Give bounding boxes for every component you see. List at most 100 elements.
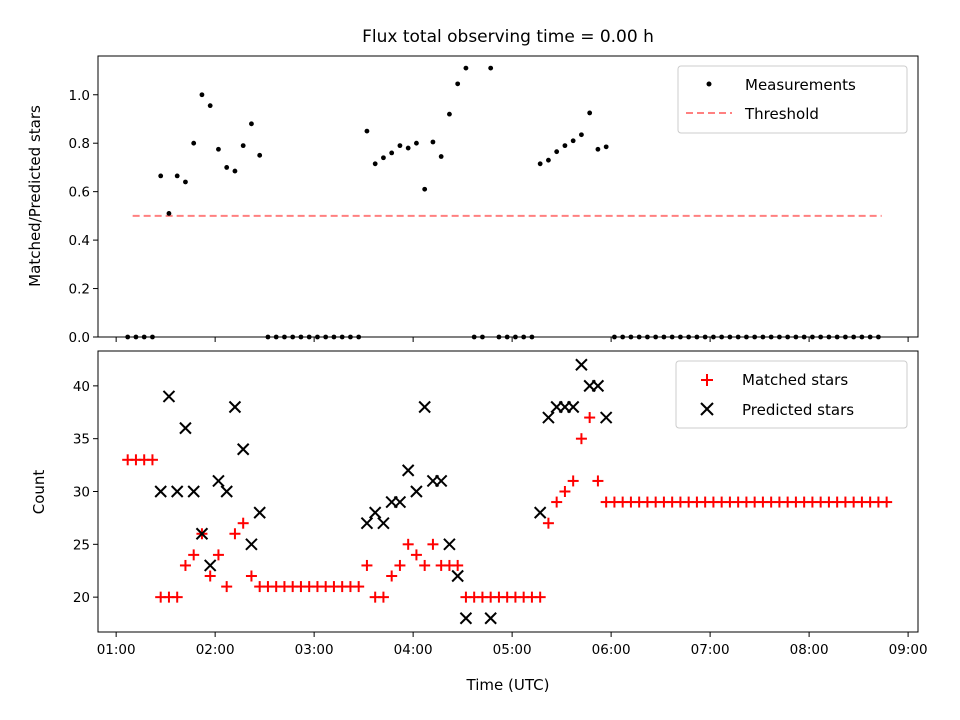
measurement-point bbox=[183, 179, 188, 185]
measurement-point bbox=[207, 103, 213, 109]
top-y-tick-label: 0.2 bbox=[69, 282, 90, 298]
matched-star-point bbox=[881, 496, 893, 508]
matched-star-point bbox=[402, 538, 414, 550]
predicted-star-point bbox=[599, 411, 613, 424]
bottom-x-axis-label: Time (UTC) bbox=[466, 676, 550, 694]
bottom-y-tick-label: 20 bbox=[73, 590, 90, 606]
top-plot-frame bbox=[97, 55, 919, 338]
legend-matched-label: Matched stars bbox=[742, 371, 848, 389]
predicted-star-point bbox=[542, 411, 555, 424]
predicted-star-point bbox=[203, 559, 217, 572]
measurement-point bbox=[174, 173, 180, 179]
measurement-point bbox=[240, 143, 246, 149]
matched-star-point bbox=[419, 559, 431, 571]
measurement-point bbox=[463, 65, 469, 71]
predicted-star-point bbox=[451, 569, 464, 583]
predicted-star-point bbox=[377, 516, 390, 530]
matched-star-point bbox=[592, 475, 604, 487]
predicted-star-point bbox=[484, 612, 497, 625]
measurement-point bbox=[595, 146, 601, 152]
matched-star-point bbox=[394, 559, 406, 571]
bottom-y-tick-label: 35 bbox=[73, 432, 90, 448]
top-y-tick-label: 0.8 bbox=[69, 136, 90, 152]
measurement-point bbox=[562, 143, 568, 149]
predicted-star-point bbox=[360, 516, 374, 530]
measurement-point bbox=[257, 152, 263, 158]
matched-star-point bbox=[427, 538, 439, 550]
legend-measurements-marker bbox=[706, 81, 712, 87]
legend-matched-marker bbox=[701, 374, 713, 386]
bottom-y-axis-label: Count bbox=[30, 470, 48, 515]
measurement-point bbox=[455, 81, 461, 87]
top-y-tick-label: 0.0 bbox=[69, 330, 90, 346]
predicted-star-point bbox=[443, 538, 456, 551]
measurement-point bbox=[579, 132, 584, 138]
x-tick-label: 07:00 bbox=[691, 642, 730, 658]
legend-threshold-label: Threshold bbox=[744, 105, 819, 123]
x-tick-label: 01:00 bbox=[97, 642, 136, 658]
matched-star-point bbox=[452, 559, 464, 571]
legend-predicted-marker bbox=[700, 402, 714, 416]
measurement-point bbox=[570, 138, 576, 144]
matched-star-point bbox=[567, 475, 579, 487]
predicted-star-point bbox=[162, 390, 176, 403]
top-plot-area: 0.0 0.2 0.4 0.6 0.8 1.0 bbox=[69, 65, 909, 346]
predicted-star-point bbox=[154, 485, 167, 498]
legend-predicted-label: Predicted stars bbox=[742, 401, 854, 419]
predicted-star-point bbox=[410, 485, 423, 498]
bottom-y-tick-label: 25 bbox=[73, 537, 90, 553]
matched-star-point bbox=[221, 581, 233, 593]
measurement-point bbox=[216, 146, 221, 152]
matched-star-point bbox=[353, 581, 365, 593]
measurement-point bbox=[430, 139, 436, 145]
predicted-star-point bbox=[533, 506, 547, 519]
measurement-point bbox=[438, 154, 444, 159]
predicted-star-point bbox=[368, 506, 382, 519]
top-chart-title: Flux total observing time = 0.00 h bbox=[362, 27, 654, 47]
top-legend: Measurements Threshold bbox=[677, 65, 908, 134]
matched-star-point bbox=[245, 570, 257, 582]
measurement-point bbox=[224, 165, 230, 170]
predicted-star-point bbox=[170, 485, 184, 498]
measurement-point bbox=[537, 161, 543, 167]
top-y-tick-label: 0.4 bbox=[69, 233, 90, 249]
matched-star-point bbox=[386, 570, 398, 582]
x-tick-label: 04:00 bbox=[394, 642, 433, 658]
top-y-axis-label: Matched/Predicted stars bbox=[26, 105, 44, 287]
matched-star-point bbox=[229, 528, 241, 540]
measurement-point bbox=[372, 161, 378, 167]
predicted-star-point bbox=[591, 379, 605, 393]
matched-star-point bbox=[542, 517, 554, 529]
measurement-point bbox=[232, 168, 238, 174]
matched-star-point bbox=[361, 559, 373, 571]
matched-star-point bbox=[179, 559, 191, 571]
matched-star-point bbox=[212, 549, 224, 561]
measurement-point bbox=[381, 155, 386, 161]
measurement-point bbox=[166, 211, 172, 216]
predicted-star-point bbox=[187, 485, 200, 498]
measurement-point bbox=[389, 150, 395, 156]
measurement-point bbox=[249, 121, 254, 127]
predicted-star-point bbox=[212, 474, 225, 488]
matched-star-point bbox=[584, 412, 596, 424]
bottom-plot-frame bbox=[97, 350, 919, 633]
predicted-star-point bbox=[393, 495, 407, 509]
matched-star-point bbox=[171, 591, 183, 603]
predicted-star-point bbox=[228, 400, 242, 414]
predicted-star-point bbox=[236, 443, 250, 456]
measurement-point bbox=[397, 143, 403, 149]
bottom-legend-box bbox=[675, 360, 908, 429]
top-y-tick-label: 0.6 bbox=[69, 185, 90, 201]
matched-star-point bbox=[534, 591, 546, 603]
x-tick-label: 02:00 bbox=[196, 642, 235, 658]
matched-star-point bbox=[188, 549, 200, 561]
measurement-point bbox=[191, 140, 197, 146]
predicted-star-point bbox=[245, 538, 258, 551]
predicted-star-point bbox=[575, 358, 588, 371]
predicted-star-point bbox=[220, 485, 233, 498]
predicted-star-point bbox=[179, 421, 192, 435]
matched-star-point bbox=[204, 570, 216, 582]
predicted-star-point bbox=[401, 464, 415, 477]
measurement-point bbox=[603, 144, 609, 150]
